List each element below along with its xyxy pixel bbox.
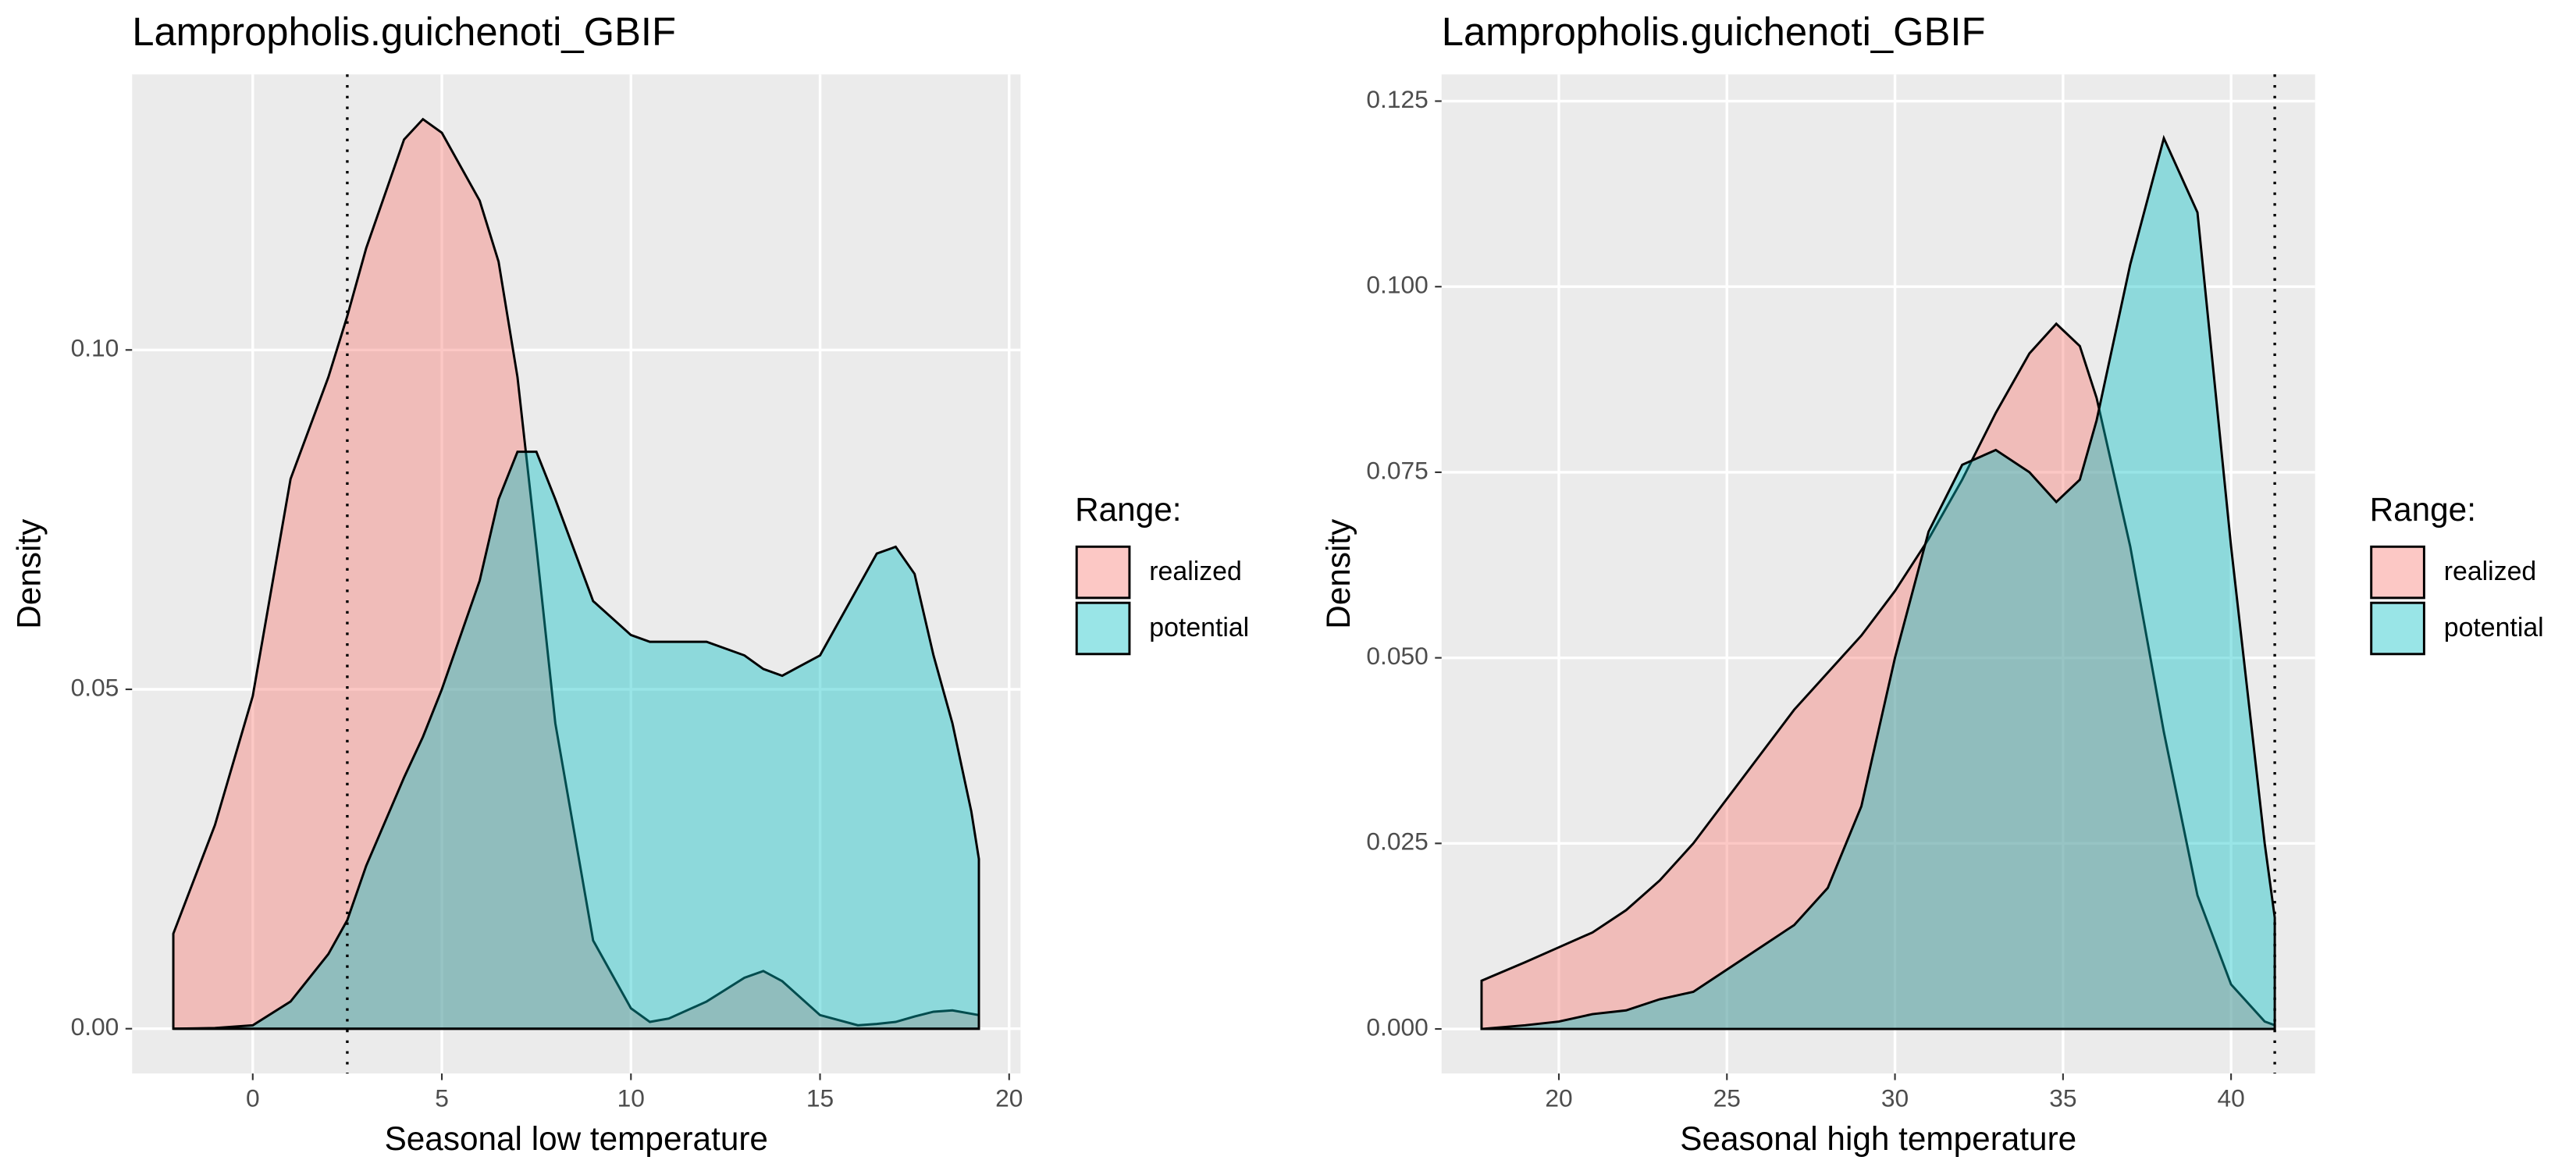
y-tick-label: 0.05	[71, 673, 119, 701]
plot-background	[132, 74, 1021, 1074]
x-tick-label: 15	[806, 1084, 834, 1112]
y-axis-label: Density	[10, 518, 47, 629]
x-tick-label: 5	[435, 1084, 449, 1112]
legend-key	[1075, 601, 1131, 656]
x-tick-label: 35	[2049, 1084, 2076, 1112]
legend-label: realized	[1149, 557, 1241, 586]
x-axis-label: Seasonal high temperature	[1680, 1120, 2076, 1157]
legend-label: potential	[2444, 613, 2544, 642]
panel: 0.00 0.05 0.10 0 5 10 15 20 Lampropholis.guichen…	[10, 9, 1249, 1157]
legend-title: Range:	[1075, 491, 1181, 528]
x-tick-label: 10	[617, 1084, 645, 1112]
legend-label: realized	[2444, 557, 2536, 586]
x-tick-label: 0	[246, 1084, 260, 1112]
chart-title: Lampropholis.guichenoti_GBIF	[132, 9, 676, 54]
y-tick-label: 0.00	[71, 1013, 119, 1041]
y-tick-label: 0.075	[1366, 456, 1428, 484]
legend-title: Range:	[2370, 491, 2476, 528]
legend-label: potential	[1149, 613, 1249, 642]
density-area	[1480, 322, 2276, 1030]
x-tick-label: 40	[2217, 1084, 2244, 1112]
y-tick-label: 0.125	[1366, 85, 1428, 113]
plot-background	[1441, 74, 2315, 1074]
x-tick-label: 20	[1545, 1084, 1572, 1112]
y-tick-label: 0.000	[1366, 1013, 1428, 1041]
panel: 0.000 0.025 0.050 0.075 0.100 0.125 20 25 30 35 40…	[1320, 9, 2544, 1157]
x-axis-label: Seasonal low temperature	[385, 1120, 768, 1157]
x-tick-label: 25	[1713, 1084, 1741, 1112]
y-tick-label: 0.050	[1366, 642, 1428, 670]
y-tick-label: 0.100	[1366, 271, 1428, 299]
legend-key	[2370, 545, 2425, 600]
legend-key	[1075, 545, 1131, 600]
density-area	[173, 450, 980, 1030]
x-tick-label: 20	[995, 1084, 1023, 1112]
chart-title: Lampropholis.guichenoti_GBIF	[1442, 9, 1986, 54]
y-axis-label: Density	[1320, 518, 1357, 629]
x-tick-label: 30	[1881, 1084, 1909, 1112]
y-tick-label: 0.10	[71, 334, 119, 362]
y-tick-label: 0.025	[1366, 828, 1428, 856]
density-area	[1481, 134, 2276, 1030]
density-area	[172, 117, 980, 1030]
legend-key	[2370, 601, 2425, 656]
